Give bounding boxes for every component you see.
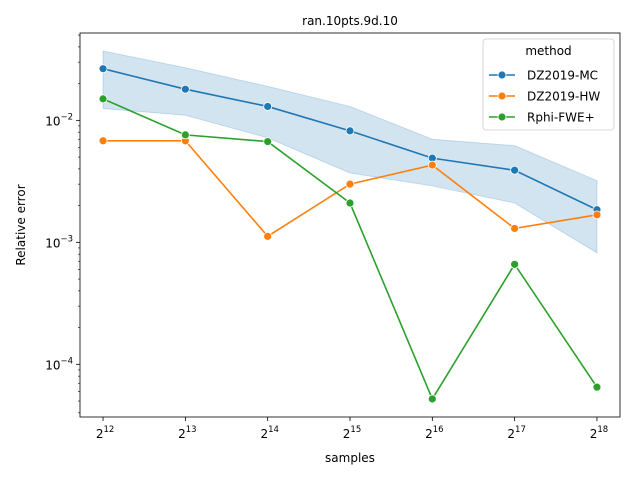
- data-point: [98, 94, 108, 104]
- legend-swatch-marker: [497, 91, 507, 101]
- data-point: [98, 136, 108, 146]
- data-point: [263, 231, 273, 241]
- x-tick-label: 213: [178, 425, 196, 441]
- data-point: [180, 130, 190, 140]
- data-point: [510, 165, 520, 175]
- data-point: [592, 210, 602, 220]
- data-point: [345, 126, 355, 136]
- data-point: [98, 64, 108, 74]
- y-tick-label: 10−2: [45, 112, 73, 128]
- legend: method DZ2019-MC DZ2019-HW Rphi-FWE+: [482, 38, 615, 131]
- x-tick-label: 216: [425, 425, 443, 441]
- legend-title: method: [525, 44, 571, 58]
- y-axis: 10−4 10−3 10−2: [45, 34, 80, 414]
- data-point: [345, 198, 355, 208]
- legend-entry-label: DZ2019-HW: [527, 90, 600, 104]
- y-axis-label: Relative error: [14, 184, 28, 265]
- legend-swatch-marker: [497, 70, 507, 80]
- x-tick-label: 214: [260, 425, 278, 441]
- confidence-band-0: [102, 50, 598, 254]
- data-point: [592, 382, 602, 392]
- data-point: [510, 224, 520, 233]
- data-point: [510, 259, 520, 269]
- legend-entry-label: DZ2019-MC: [527, 69, 598, 83]
- data-point: [263, 137, 273, 146]
- plot-area: [98, 50, 602, 404]
- data-point: [427, 394, 437, 404]
- x-tick-label: 218: [590, 425, 608, 441]
- x-tick-label: 212: [96, 425, 114, 441]
- x-tick-label: 215: [343, 425, 361, 441]
- x-axis: 212 213 214 215 216 217 218: [96, 417, 608, 441]
- data-point: [427, 160, 437, 170]
- legend-entry-label: Rphi-FWE+: [527, 111, 595, 125]
- data-point: [263, 102, 273, 111]
- x-axis-label: samples: [325, 451, 375, 465]
- x-tick-label: 217: [507, 425, 525, 441]
- data-point: [345, 179, 355, 189]
- legend-box: [482, 38, 615, 131]
- legend-swatch-marker: [497, 112, 507, 122]
- chart-title: ran.10pts.9d.10: [302, 14, 398, 28]
- y-tick-label: 10−3: [45, 234, 73, 250]
- y-tick-label: 10−4: [45, 356, 73, 372]
- data-point: [180, 84, 190, 94]
